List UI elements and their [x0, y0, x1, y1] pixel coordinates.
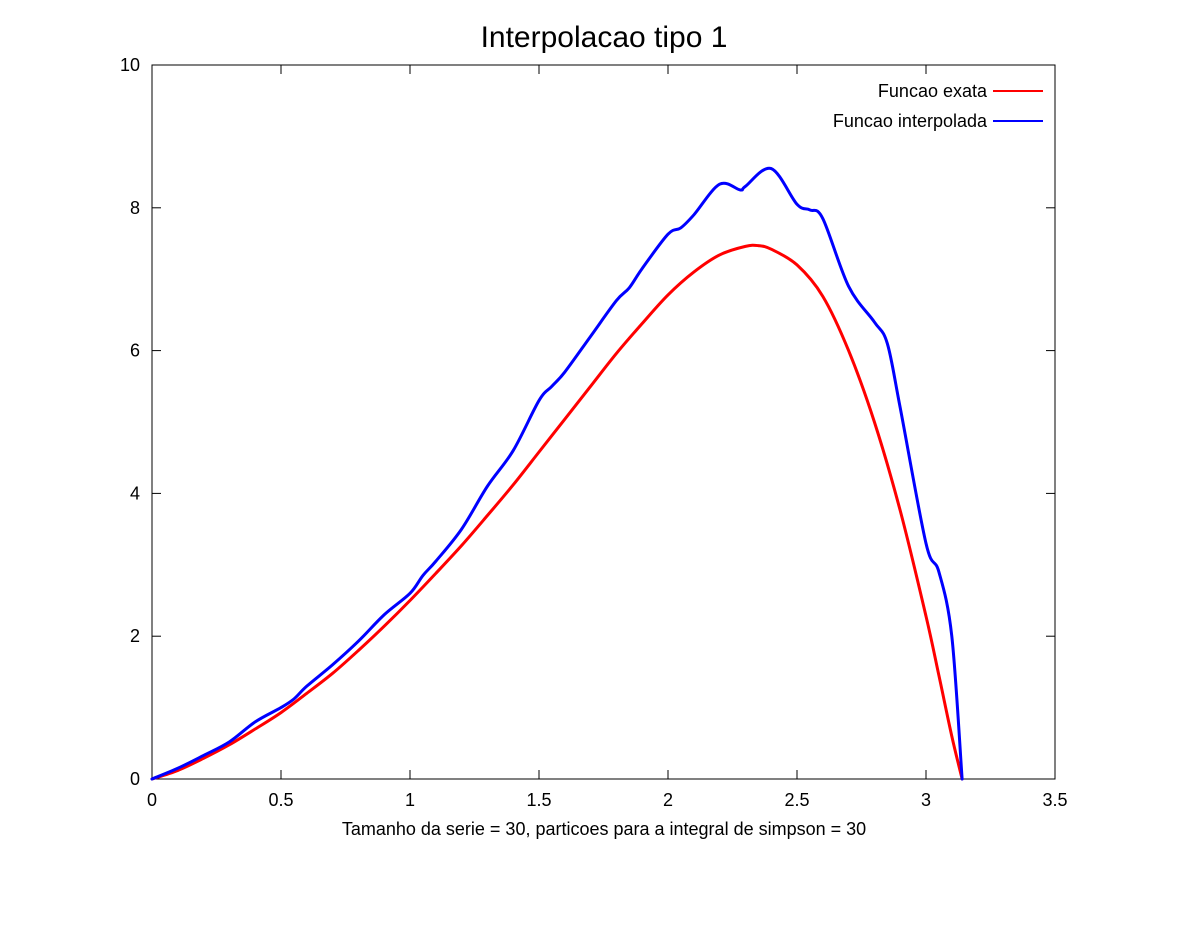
y-tick-label: 6	[130, 341, 140, 361]
y-tick-label: 8	[130, 198, 140, 218]
y-tick-label: 0	[130, 769, 140, 789]
x-tick-label: 2	[663, 790, 673, 810]
axes-frame	[151, 64, 1056, 780]
x-tick-label: 3	[921, 790, 931, 810]
x-tick-label: 2.5	[784, 790, 809, 810]
y-tick-label: 2	[130, 626, 140, 646]
legend-label-funcao-interpolada: Funcao interpolada	[833, 111, 988, 131]
chart-title: Interpolacao tipo 1	[481, 21, 728, 54]
x-tick-label: 1	[405, 790, 415, 810]
series-line-funcao-interpolada	[150, 166, 964, 781]
x-tick-label: 1.5	[526, 790, 551, 810]
y-tick-label: 4	[130, 483, 140, 503]
x-tick-label: 0	[147, 790, 157, 810]
plot-area: 0 0.5 1 1.5 2 2.5 3 3.5 0 2 4 6 8 10	[120, 55, 1068, 810]
series-line-funcao-exata	[150, 243, 964, 781]
legend: Funcao exata Funcao interpolada	[833, 81, 1043, 131]
x-tick-label: 0.5	[268, 790, 293, 810]
legend-label-funcao-exata: Funcao exata	[878, 81, 988, 101]
x-tick-label: 3.5	[1042, 790, 1067, 810]
y-tick-label: 10	[120, 55, 140, 75]
x-axis-label: Tamanho da serie = 30, particoes para a …	[342, 819, 866, 839]
